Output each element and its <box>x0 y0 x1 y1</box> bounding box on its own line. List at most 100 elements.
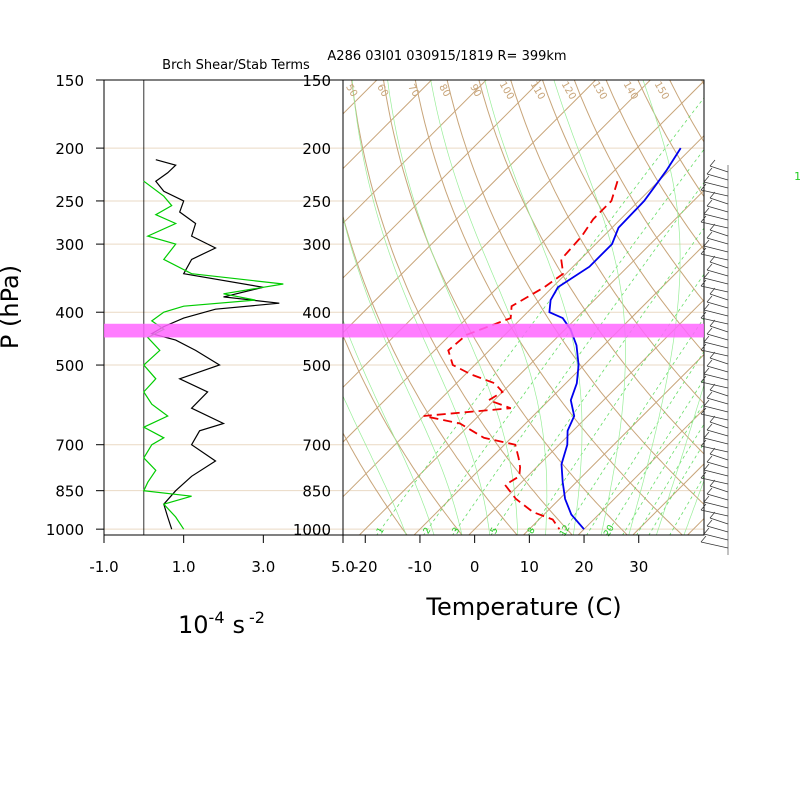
right-x-axis-label: Temperature (C) <box>425 593 621 621</box>
wind-barb-46 <box>703 533 729 541</box>
wind-barb-24 <box>709 357 729 365</box>
isotherm--100 <box>343 80 378 115</box>
dry-adiabat-390 <box>669 80 704 143</box>
right-y-tick-labels: 150 200 250 300 400 500 700 850 1000 <box>293 72 331 539</box>
left-y-tick-200: 200 <box>55 140 84 158</box>
mixing-ratio-32 <box>648 442 704 535</box>
right-y-tick-150: 150 <box>302 72 331 90</box>
moist-adiabat-30 <box>628 80 681 535</box>
theta-label-60: 60 <box>374 82 390 99</box>
wind-barb-40 <box>709 485 729 493</box>
wind-barb-flag-47 <box>700 535 707 543</box>
dry-adiabat-310 <box>414 80 684 535</box>
isotherm--50 <box>343 80 652 389</box>
isotherm--90 <box>343 80 433 170</box>
wind-barb-flag-32 <box>709 415 716 423</box>
left-y-tick-500: 500 <box>55 357 84 375</box>
wind-barb-47 <box>700 541 729 549</box>
mixing-ratio-8 <box>527 273 704 535</box>
wind-barb-flag-41 <box>706 487 713 495</box>
wind-barb-18 <box>703 309 729 317</box>
wind-barb-flag-30 <box>703 399 710 407</box>
mixing-ratio-12 <box>561 317 704 535</box>
wind-barb-28 <box>709 389 729 397</box>
wind-barb-flag-35 <box>700 439 707 447</box>
wind-barb-34 <box>703 437 729 445</box>
right-y-tick-300: 300 <box>302 236 331 254</box>
moist-adiabat--5 <box>343 319 435 535</box>
theta-label-100: 100 <box>497 80 516 102</box>
wind-barb-flag-1 <box>706 167 713 175</box>
mixing-ratio-lower-label-12: 12 <box>558 524 572 539</box>
mixing-ratio-28 <box>636 423 704 535</box>
mixing-ratio-lower-label-5: 5 <box>489 526 501 536</box>
wind-barb-flag-28 <box>709 383 716 391</box>
theta-label-120: 120 <box>559 80 578 102</box>
moist-adiabat--10 <box>343 395 407 535</box>
wind-barb-flag-36 <box>709 447 716 455</box>
wind-barb-13 <box>706 269 729 277</box>
mixing-ratio-lower-label-2: 2 <box>422 526 434 536</box>
moist-adiabat-40 <box>683 479 704 535</box>
isotherm--60 <box>343 80 597 334</box>
dry-adiabat-430 <box>787 64 800 541</box>
right-x-tick-3: 10 <box>520 558 539 576</box>
wind-barb-26 <box>703 373 729 381</box>
isotherm-30 <box>632 463 704 535</box>
wind-barb-32 <box>709 421 729 429</box>
right-x-tick-5: 30 <box>629 558 648 576</box>
moist-adiabat-20 <box>484 80 583 535</box>
left-y-tick-150: 150 <box>55 72 84 90</box>
wind-barb-flag-13 <box>706 263 713 271</box>
wind-barb-6 <box>703 213 729 221</box>
dry-adiabat-300 <box>382 80 628 535</box>
isotherm--110 <box>0 64 338 541</box>
dry-adiabat-330 <box>478 80 704 455</box>
wind-barb-41 <box>706 493 729 501</box>
dry-adiabat-270 <box>343 334 463 535</box>
theta-label-140: 140 <box>621 80 640 102</box>
mixing-ratio-40 <box>669 475 704 535</box>
wind-barb-17 <box>706 301 729 309</box>
dry-adiabat-410 <box>724 64 800 541</box>
x-label-base: 10 <box>178 611 209 639</box>
moist-adiabat-25 <box>553 80 626 535</box>
dry-adiabat-420 <box>755 64 800 541</box>
wind-barb-flag-20 <box>709 319 716 327</box>
wind-barb-36 <box>709 453 729 461</box>
wind-barb-10 <box>703 245 729 253</box>
x-label-unit: s <box>233 611 246 639</box>
isotherm-0 <box>468 299 704 535</box>
wind-barb-flag-45 <box>706 519 713 527</box>
isotherm--70 <box>343 80 542 279</box>
wind-barb-flag-17 <box>706 295 713 303</box>
wind-barb-flag-19 <box>700 311 707 319</box>
wind-barb-flag-11 <box>700 247 707 255</box>
wind-barb-flag-15 <box>700 279 707 287</box>
moist-adiabat-0 <box>343 216 463 535</box>
right-x-tick-labels: -20 -10 0 10 20 30 <box>353 535 648 576</box>
wind-barb-14 <box>703 277 729 285</box>
right-x-tick-4: 20 <box>574 558 593 576</box>
wind-barb-flag-31 <box>700 407 707 415</box>
right-y-tick-1000: 1000 <box>293 521 331 539</box>
wind-barb-flag-38 <box>703 463 710 471</box>
left-series-line-1 <box>142 180 284 530</box>
wind-barb-flag-34 <box>703 431 710 439</box>
mixing-ratio-label-12: 12 <box>794 170 800 183</box>
left-y-axis-label: P (hPa) <box>0 265 24 349</box>
wind-barb-flag-12 <box>709 255 716 263</box>
left-x-tick-2: 3.0 <box>251 558 275 576</box>
wind-barb-8 <box>709 229 729 237</box>
wind-barb-flag-23 <box>700 343 707 351</box>
isotherm--140 <box>0 64 174 541</box>
wind-barb-37 <box>706 461 729 469</box>
wind-barb-flag-6 <box>703 207 710 215</box>
wind-barb-flag-21 <box>706 327 713 335</box>
wind-barb-flag-5 <box>706 199 713 207</box>
isotherm-60 <box>791 64 800 541</box>
wind-barb-flag-4 <box>709 191 716 199</box>
moist-adiabat-35 <box>656 383 704 535</box>
wind-barb-4 <box>709 197 729 205</box>
dry-adiabat-340 <box>510 80 704 405</box>
